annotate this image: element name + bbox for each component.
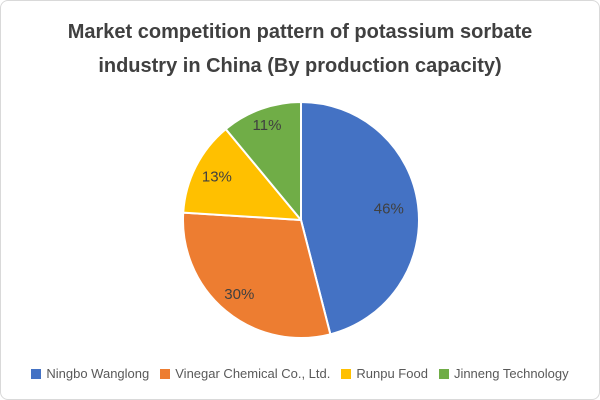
pie-data-label-3: 13% <box>202 169 232 186</box>
pie-slice-4[interactable] <box>224 101 302 221</box>
legend-swatch-icon <box>341 368 352 379</box>
legend-swatch-icon <box>31 368 42 379</box>
legend-item-label: Vinegar Chemical Co., Ltd. <box>175 366 331 381</box>
pie-data-label-1: 46% <box>374 200 404 217</box>
legend-item-1[interactable]: Ningbo Wanglong <box>31 366 149 381</box>
pie-slice-2[interactable] <box>182 211 332 339</box>
chart-title-line1: Market competition pattern of potassium … <box>67 21 533 43</box>
legend-item-label: Jinneng Technology <box>453 366 569 381</box>
pie-slice-3[interactable] <box>182 128 302 221</box>
legend-item-label: Runpu Food <box>356 366 428 381</box>
pie-data-label-2: 30% <box>224 286 254 303</box>
pie-slice-1[interactable] <box>300 101 420 336</box>
chart-title: Market competition pattern of potassium … <box>1 15 599 83</box>
legend: Ningbo Wanglong Vinegar Chemical Co., Ltd… <box>1 366 599 381</box>
legend-swatch-icon <box>438 368 449 379</box>
chart-title-line2: industry in China (By production capacit… <box>98 55 502 77</box>
legend-item-4[interactable]: Jinneng Technology <box>438 366 569 381</box>
pie-data-label-4: 11% <box>253 117 282 134</box>
legend-item-3[interactable]: Runpu Food <box>341 366 428 381</box>
legend-item-label: Ningbo Wanglong <box>46 366 150 381</box>
legend-swatch-icon <box>160 368 171 379</box>
legend-item-2[interactable]: Vinegar Chemical Co., Ltd. <box>160 366 330 381</box>
